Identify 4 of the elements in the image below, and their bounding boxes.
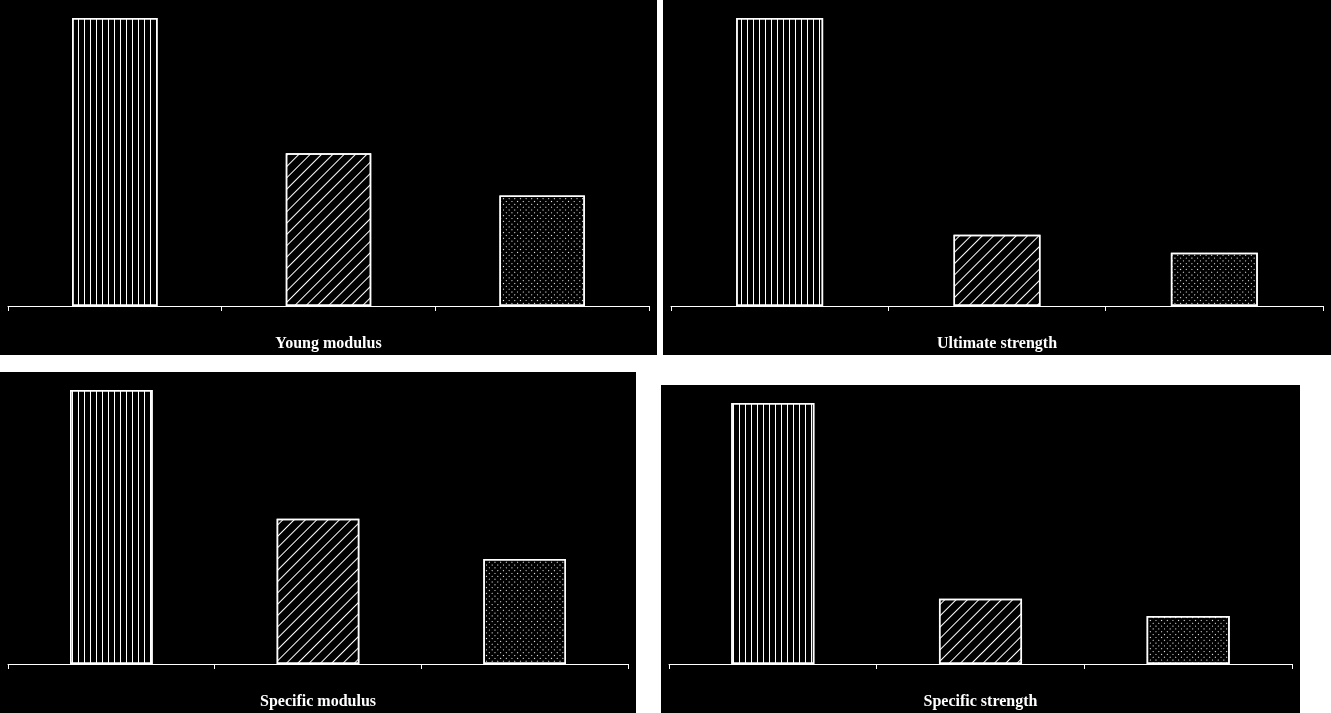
x-axis-title: Young modulus xyxy=(275,333,382,352)
x-axis-title: Specific strength xyxy=(923,691,1038,710)
x-axis-title: Specific modulus xyxy=(259,691,377,710)
x-axis-title: Ultimate strength xyxy=(936,333,1058,352)
